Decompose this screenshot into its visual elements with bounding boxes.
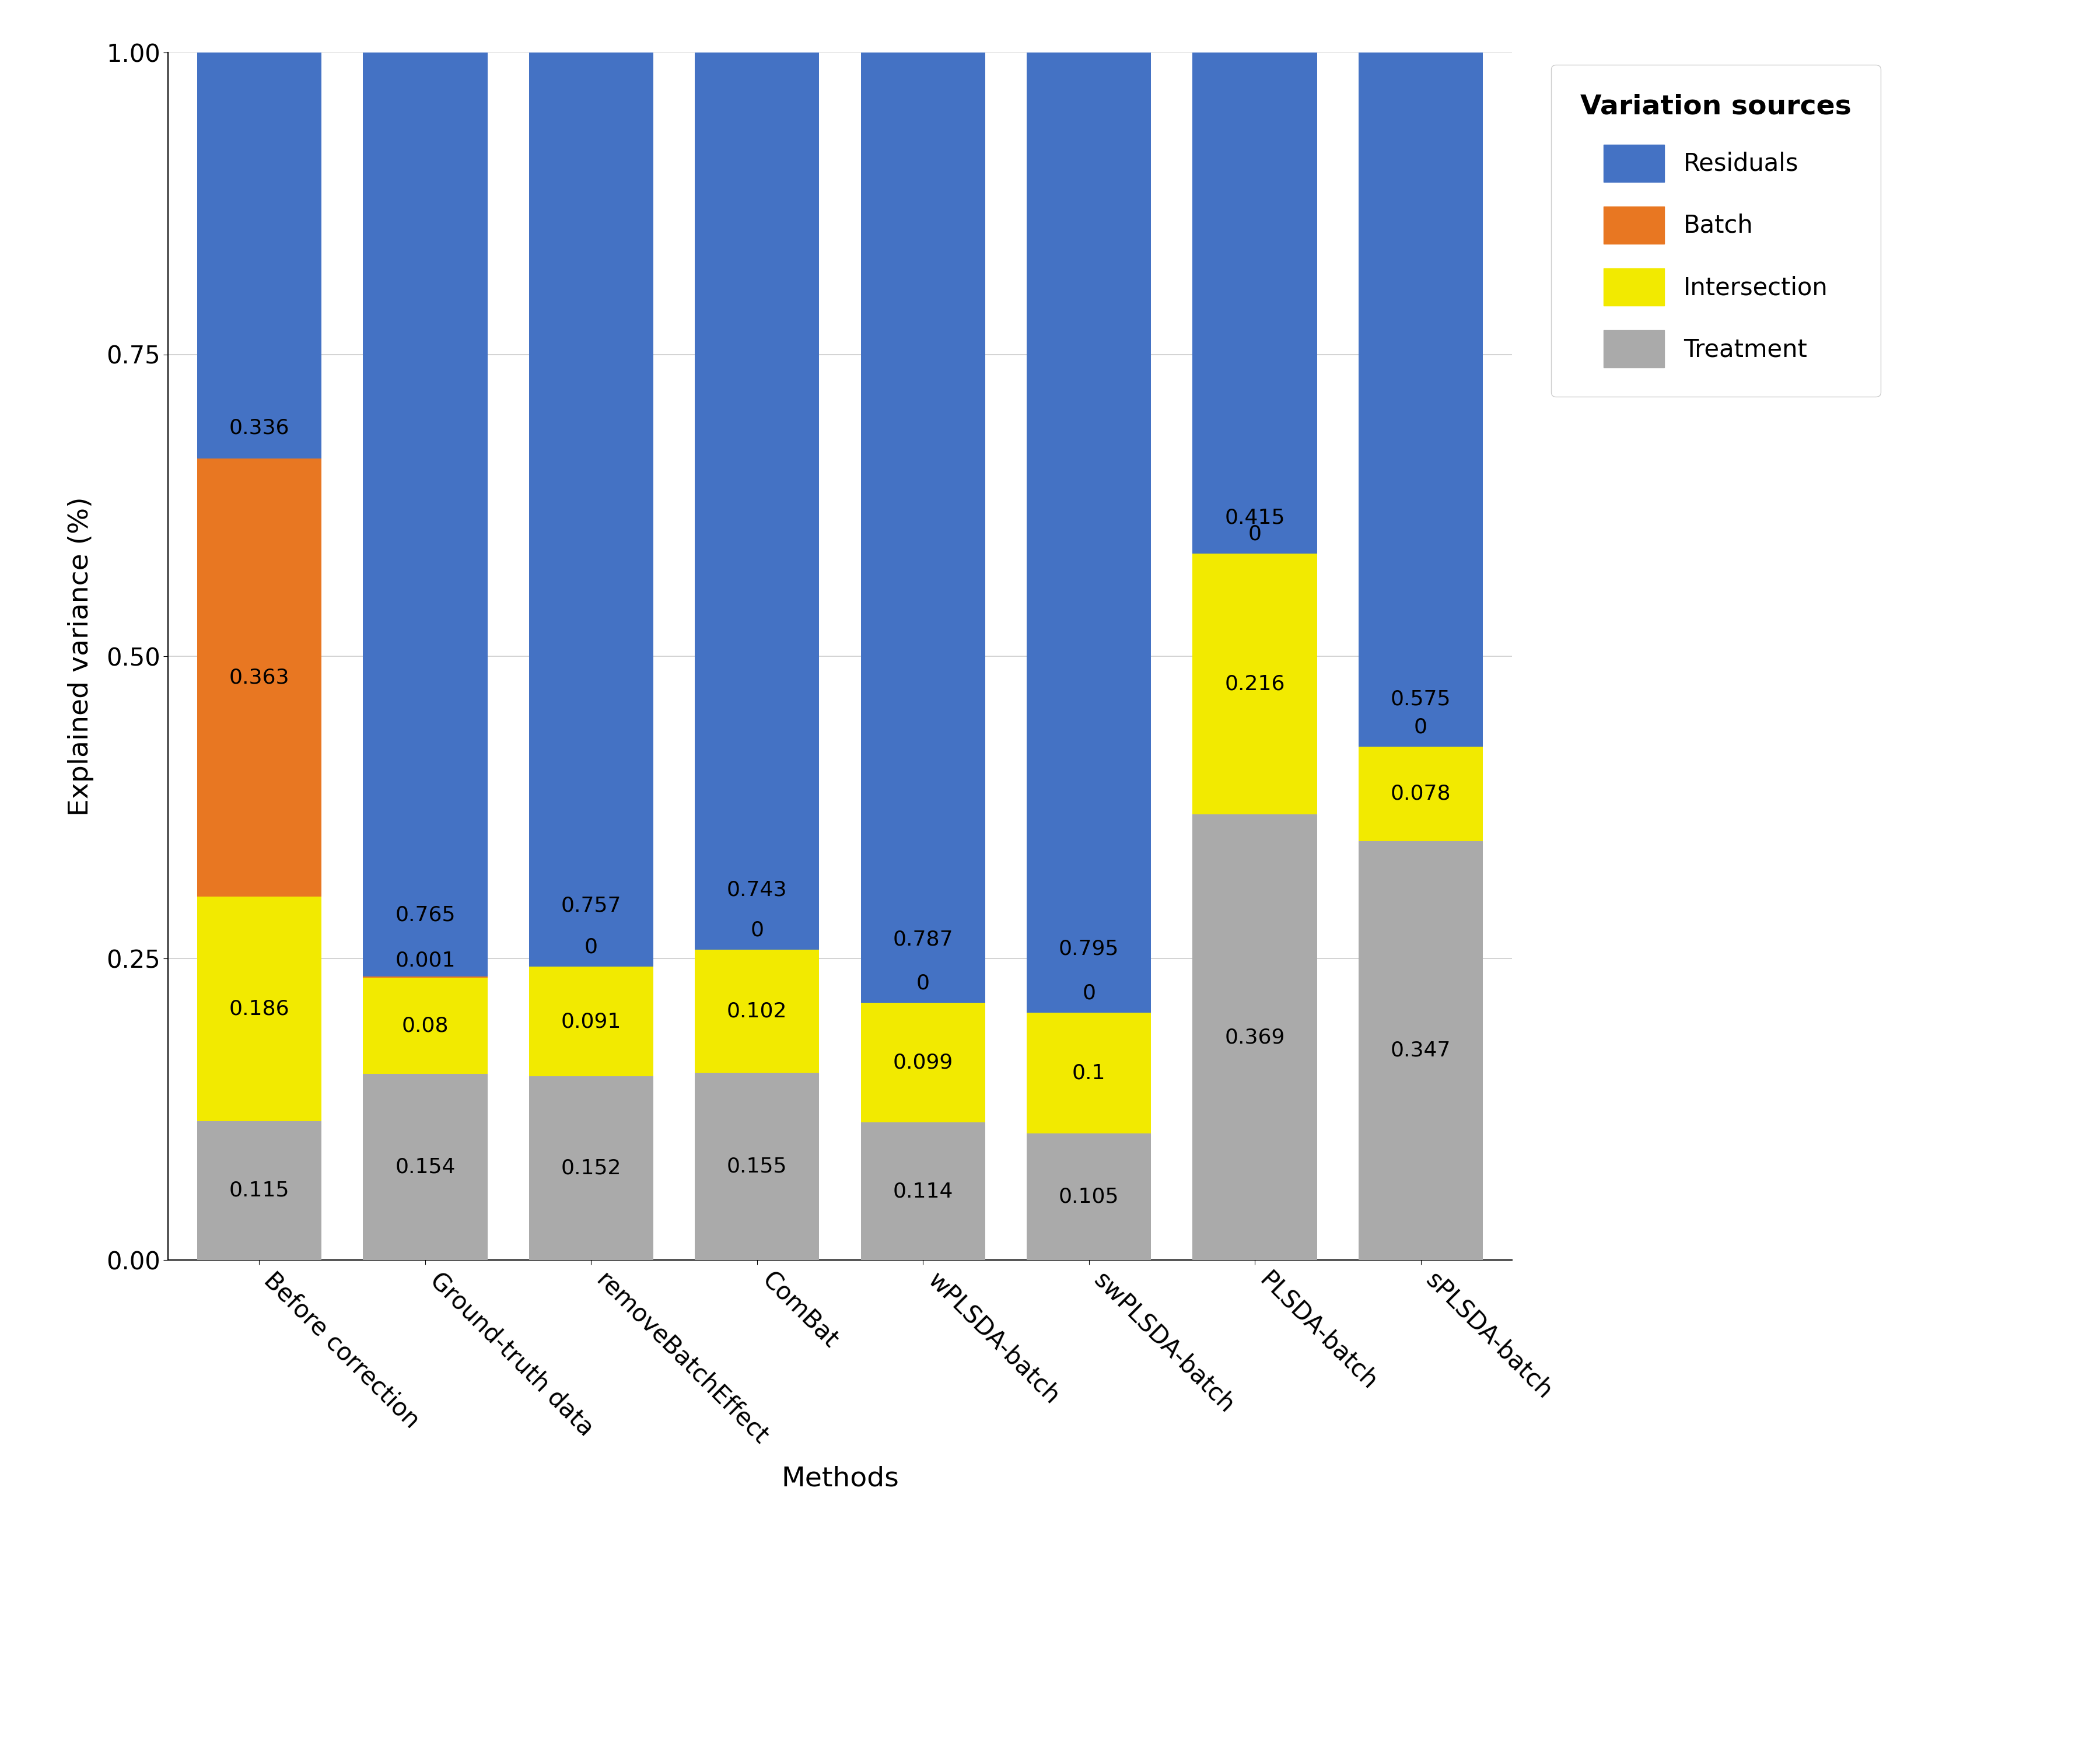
Bar [861,1122,985,1260]
Text: 0.743: 0.743 [727,880,788,900]
Text: 0: 0 [916,973,930,994]
Text: 0.08: 0.08 [401,1015,449,1036]
Text: 0: 0 [750,921,764,940]
Bar [197,1122,321,1260]
Text: 0.795: 0.795 [1058,940,1119,959]
Text: 0.415: 0.415 [1224,507,1285,527]
Text: 0.091: 0.091 [561,1011,622,1031]
Text: 0: 0 [584,936,598,957]
Text: 0: 0 [1247,523,1262,544]
Bar [695,950,819,1073]
Text: 0.757: 0.757 [561,896,622,915]
Bar [197,896,321,1122]
Bar [197,52,321,459]
X-axis label: Methods: Methods [781,1465,899,1491]
Bar [197,459,321,896]
Text: 0.787: 0.787 [892,929,953,950]
Bar [1193,553,1317,814]
Bar [695,52,819,950]
Text: 0.099: 0.099 [892,1054,953,1073]
Bar [529,966,653,1076]
Bar [1359,52,1483,747]
Bar [1359,842,1483,1260]
Bar [363,1074,487,1260]
Text: 0.114: 0.114 [892,1181,953,1201]
Legend: Residuals, Batch, Intersection, Treatment: Residuals, Batch, Intersection, Treatmen… [1552,65,1880,397]
Text: 0.216: 0.216 [1224,674,1285,695]
Text: 0.001: 0.001 [395,950,456,970]
Text: 0.078: 0.078 [1390,784,1451,803]
Bar [1027,52,1151,1013]
Text: 0.115: 0.115 [229,1181,290,1201]
Bar [363,52,487,977]
Y-axis label: Explained variance (%): Explained variance (%) [67,497,94,816]
Text: 0.1: 0.1 [1073,1062,1107,1083]
Text: 0.102: 0.102 [727,1001,788,1022]
Bar [1359,747,1483,842]
Bar [695,1073,819,1260]
Bar [1027,1013,1151,1134]
Text: 0.363: 0.363 [229,667,290,688]
Text: 0: 0 [1413,718,1428,737]
Text: 0.186: 0.186 [229,999,290,1018]
Text: 0.575: 0.575 [1390,690,1451,709]
Text: 0.336: 0.336 [229,418,290,438]
Text: 0.155: 0.155 [727,1157,788,1176]
Bar [861,1003,985,1122]
Text: 0.105: 0.105 [1058,1187,1119,1206]
Bar [529,1076,653,1260]
Text: 0.154: 0.154 [395,1157,456,1178]
Bar [529,52,653,966]
Bar [861,52,985,1003]
Text: 0.369: 0.369 [1224,1027,1285,1046]
Bar [363,978,487,1074]
Text: 0: 0 [1082,984,1096,1003]
Bar [1193,814,1317,1260]
Text: 0.152: 0.152 [561,1158,622,1178]
Bar [1193,52,1317,553]
Text: 0.347: 0.347 [1390,1041,1451,1060]
Text: 0.765: 0.765 [395,905,456,924]
Bar [1027,1134,1151,1260]
